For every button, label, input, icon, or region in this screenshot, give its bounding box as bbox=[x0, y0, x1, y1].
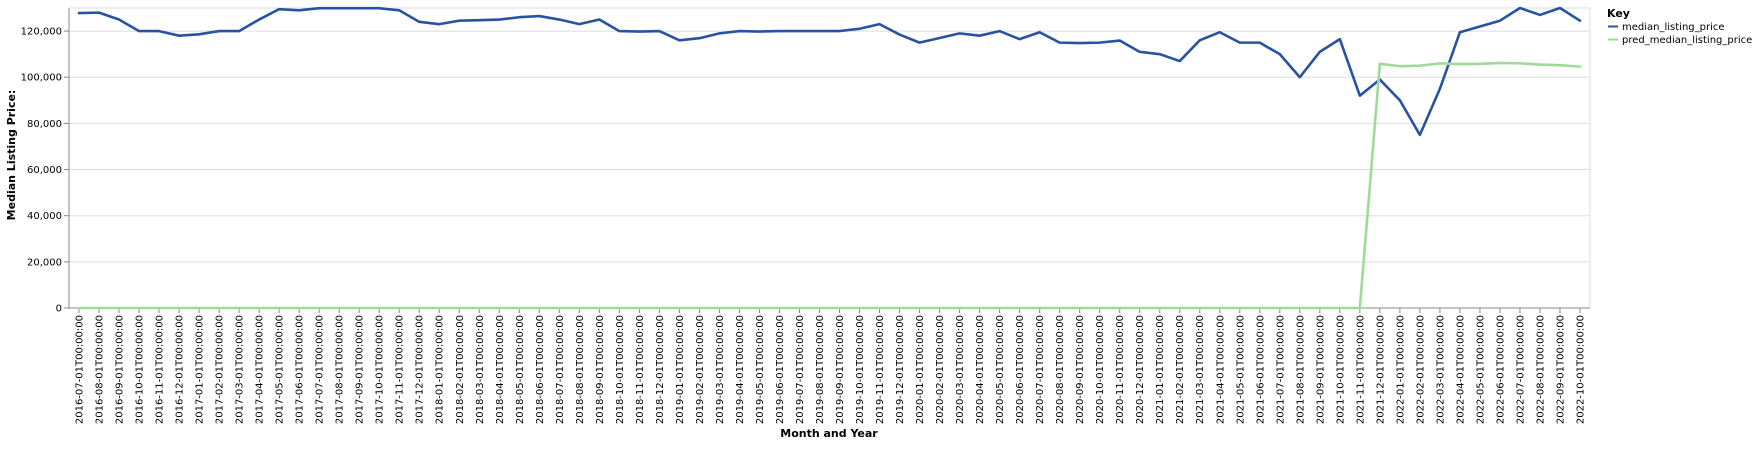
x-tick-label: 2019-03-01T00:00:00 bbox=[715, 315, 726, 424]
x-tick-label: 2020-05-01T00:00:00 bbox=[995, 315, 1006, 424]
x-tick-label: 2018-01-01T00:00:00 bbox=[435, 315, 446, 424]
x-tick-label: 2019-11-01T00:00:00 bbox=[875, 315, 886, 424]
x-tick-label: 2022-09-01T00:00:00 bbox=[1556, 315, 1567, 424]
x-tick-label: 2016-07-01T00:00:00 bbox=[75, 315, 86, 424]
x-tick-label: 2018-06-01T00:00:00 bbox=[535, 315, 546, 424]
x-tick-label: 2017-10-01T00:00:00 bbox=[375, 315, 386, 424]
x-tick-label: 2017-04-01T00:00:00 bbox=[255, 315, 266, 424]
x-tick-label: 2021-11-01T00:00:00 bbox=[1355, 315, 1366, 424]
x-tick-label: 2018-08-01T00:00:00 bbox=[575, 315, 586, 424]
x-tick-label: 2021-02-01T00:00:00 bbox=[1175, 315, 1186, 424]
x-tick-label: 2022-05-01T00:00:00 bbox=[1475, 315, 1486, 424]
y-tick-label: 40,000 bbox=[27, 211, 62, 222]
x-tick-label: 2019-07-01T00:00:00 bbox=[795, 315, 806, 424]
x-tick-label: 2021-09-01T00:00:00 bbox=[1315, 315, 1326, 424]
y-tick-label: 120,000 bbox=[21, 27, 62, 38]
x-tick-label: 2021-08-01T00:00:00 bbox=[1295, 315, 1306, 424]
x-tick-label: 2018-05-01T00:00:00 bbox=[515, 315, 526, 424]
x-tick-label: 2017-03-01T00:00:00 bbox=[235, 315, 246, 424]
x-tick-label: 2020-01-01T00:00:00 bbox=[915, 315, 926, 424]
legend-title: Key bbox=[1607, 7, 1630, 20]
x-tick-label: 2022-08-01T00:00:00 bbox=[1536, 315, 1547, 424]
series-line-median_listing_price bbox=[77, 6, 1582, 137]
legend: Key median_listing_price pred_median_list… bbox=[1607, 7, 1752, 46]
x-tick-label: 2018-11-01T00:00:00 bbox=[635, 315, 646, 424]
grid-layer bbox=[69, 7, 1591, 309]
y-tick-label: 20,000 bbox=[27, 257, 62, 268]
series-line-pred_median_listing_price bbox=[77, 61, 1582, 310]
x-tick-label: 2019-01-01T00:00:00 bbox=[675, 315, 686, 424]
x-tick-label: 2020-07-01T00:00:00 bbox=[1035, 315, 1046, 424]
x-tick-label: 2017-09-01T00:00:00 bbox=[355, 315, 366, 424]
x-tick-label: 2016-08-01T00:00:00 bbox=[95, 315, 106, 424]
x-tick-label: 2019-04-01T00:00:00 bbox=[735, 315, 746, 424]
x-tick-label: 2021-04-01T00:00:00 bbox=[1215, 315, 1226, 424]
legend-items: median_listing_price pred_median_listing_… bbox=[1608, 22, 1752, 46]
x-tick-label: 2017-08-01T00:00:00 bbox=[335, 315, 346, 424]
y-tick-label: 80,000 bbox=[27, 119, 62, 130]
x-tick-label: 2019-06-01T00:00:00 bbox=[775, 315, 786, 424]
x-tick-label: 2018-02-01T00:00:00 bbox=[455, 315, 466, 424]
x-tick-label: 2020-09-01T00:00:00 bbox=[1075, 315, 1086, 424]
x-tick-label: 2021-06-01T00:00:00 bbox=[1255, 315, 1266, 424]
x-tick-label: 2020-04-01T00:00:00 bbox=[975, 315, 986, 424]
x-tick-label: 2022-10-01T00:00:00 bbox=[1576, 315, 1587, 424]
x-tick-label: 2021-10-01T00:00:00 bbox=[1335, 315, 1346, 424]
x-tick-label: 2018-03-01T00:00:00 bbox=[475, 315, 486, 424]
x-tick-label: 2019-09-01T00:00:00 bbox=[835, 315, 846, 424]
x-tick-label: 2016-12-01T00:00:00 bbox=[175, 315, 186, 424]
x-tick-label: 2020-10-01T00:00:00 bbox=[1095, 315, 1106, 424]
legend-label: median_listing_price bbox=[1622, 22, 1725, 33]
x-tick-label: 2016-11-01T00:00:00 bbox=[155, 315, 166, 424]
y-axis-title: Median Listing Price: bbox=[5, 90, 18, 221]
x-tick-label: 2020-03-01T00:00:00 bbox=[955, 315, 966, 424]
x-tick-label: 2017-01-01T00:00:00 bbox=[195, 315, 206, 424]
x-tick-label: 2016-10-01T00:00:00 bbox=[135, 315, 146, 424]
x-tick-label: 2021-07-01T00:00:00 bbox=[1275, 315, 1286, 424]
x-tick-label: 2020-08-01T00:00:00 bbox=[1055, 315, 1066, 424]
x-tick-label: 2020-11-01T00:00:00 bbox=[1115, 315, 1126, 424]
x-tick-label: 2018-10-01T00:00:00 bbox=[615, 315, 626, 424]
x-tick-label: 2022-04-01T00:00:00 bbox=[1455, 315, 1466, 424]
x-tick-label: 2019-12-01T00:00:00 bbox=[895, 315, 906, 424]
x-tick-label: 2020-02-01T00:00:00 bbox=[935, 315, 946, 424]
x-tick-label: 2021-12-01T00:00:00 bbox=[1375, 315, 1386, 424]
x-tick-label: 2019-02-01T00:00:00 bbox=[695, 315, 706, 424]
x-tick-label: 2016-09-01T00:00:00 bbox=[115, 315, 126, 424]
x-tick-label: 2017-05-01T00:00:00 bbox=[275, 315, 286, 424]
y-tick-label: 60,000 bbox=[27, 165, 62, 176]
x-tick-label: 2022-07-01T00:00:00 bbox=[1516, 315, 1527, 424]
x-tick-label: 2018-07-01T00:00:00 bbox=[555, 315, 566, 424]
x-tick-label: 2022-03-01T00:00:00 bbox=[1435, 315, 1446, 424]
x-tick-label: 2021-01-01T00:00:00 bbox=[1155, 315, 1166, 424]
x-tick-label: 2019-10-01T00:00:00 bbox=[855, 315, 866, 424]
x-tick-label: 2020-12-01T00:00:00 bbox=[1135, 315, 1146, 424]
x-tick-label: 2017-07-01T00:00:00 bbox=[315, 315, 326, 424]
axis-layer: 0 20,000 40,000 60,000 80,000 100,000 120,000 2… bbox=[21, 8, 1590, 424]
y-tick-label: 0 bbox=[56, 304, 62, 315]
x-tick-label: 2022-01-01T00:00:00 bbox=[1395, 315, 1406, 424]
x-tick-label: 2019-08-01T00:00:00 bbox=[815, 315, 826, 424]
x-tick-label: 2021-05-01T00:00:00 bbox=[1235, 315, 1246, 424]
x-tick-label: 2017-02-01T00:00:00 bbox=[215, 315, 226, 424]
x-tick-label: 2017-11-01T00:00:00 bbox=[395, 315, 406, 424]
x-tick-label: 2019-05-01T00:00:00 bbox=[755, 315, 766, 424]
x-tick-label: 2017-06-01T00:00:00 bbox=[295, 315, 306, 424]
legend-label: pred_median_listing_price bbox=[1622, 35, 1752, 46]
x-tick-label: 2018-09-01T00:00:00 bbox=[595, 315, 606, 424]
x-tick-label: 2017-12-01T00:00:00 bbox=[415, 315, 426, 424]
y-tick-label: 100,000 bbox=[21, 73, 62, 84]
x-tick-label: 2018-04-01T00:00:00 bbox=[495, 315, 506, 424]
x-tick-label: 2021-03-01T00:00:00 bbox=[1195, 315, 1206, 424]
x-axis-title: Month and Year bbox=[780, 427, 878, 440]
x-tick-label: 2022-06-01T00:00:00 bbox=[1495, 315, 1506, 424]
x-tick-label: 2020-06-01T00:00:00 bbox=[1015, 315, 1026, 424]
x-tick-label: 2018-12-01T00:00:00 bbox=[655, 315, 666, 424]
series-layer bbox=[77, 6, 1582, 310]
x-tick-label: 2022-02-01T00:00:00 bbox=[1415, 315, 1426, 424]
